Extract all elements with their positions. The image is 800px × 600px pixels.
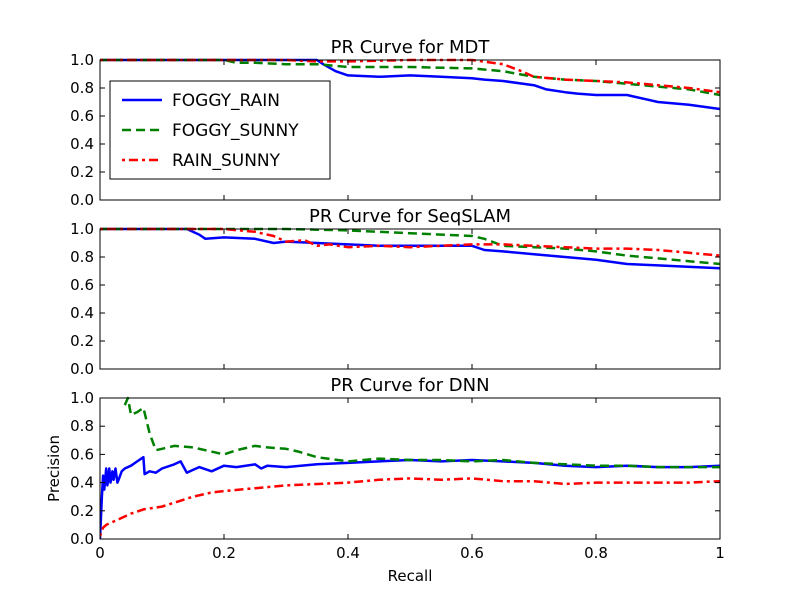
y-tick-label: 0.4 [70, 304, 94, 322]
panel-0: 0.0 0.2 0.4 0.6 0.8 1.0 PR Curve for MDT FOGGY_… [70, 37, 721, 209]
panels-layer: 0.0 0.2 0.4 0.6 0.8 1.0 PR Curve for MDT FOGGY_… [45, 37, 725, 585]
series-line-rain-sunny [100, 477, 720, 537]
series-line-rain-sunny [100, 227, 720, 257]
y-tick-label: 0.0 [70, 191, 94, 209]
y-axis-label: Precision [45, 435, 63, 502]
y-tick-label: 0.8 [70, 248, 94, 266]
series-line-rain-sunny [100, 58, 720, 94]
y-tick-label: 1.0 [70, 389, 94, 407]
legend-label: RAIN_SUNNY [172, 151, 281, 171]
legend: FOGGY_RAIN FOGGY_SUNNY RAIN_SUNNY [109, 80, 331, 180]
y-tick-label: 0.8 [70, 417, 94, 435]
legend-label: FOGGY_RAIN [172, 91, 280, 111]
series-line-foggy-sunny [100, 58, 720, 97]
series-line-foggy-rain [100, 58, 720, 111]
y-tick-label: 0.2 [70, 332, 94, 350]
series-line-foggy-sunny [100, 227, 720, 266]
y-tick-label: 0.0 [70, 530, 94, 548]
legend-box [109, 80, 331, 180]
y-tick-label: 0.6 [70, 107, 94, 125]
series-line-foggy-sunny [123, 396, 720, 469]
x-tick-label: 1 [715, 544, 725, 562]
axes-frame [99, 397, 721, 540]
y-tick-label: 0.2 [70, 502, 94, 520]
panel-title: PR Curve for MDT [331, 37, 491, 58]
y-tick-label: 0.2 [70, 163, 94, 181]
legend-label: FOGGY_SUNNY [172, 121, 299, 141]
series-line-foggy-rain [100, 455, 720, 539]
y-tick-label: 0.6 [70, 276, 94, 294]
y-tick-label: 0.0 [70, 360, 94, 378]
panel-2: 0.0 0.2 0.4 0.6 0.8 1.0 0 0.2 0.4 0.6 0.8 1 PR Curve… [45, 375, 725, 585]
y-tick-label: 0.4 [70, 135, 94, 153]
x-axis-label: Recall [388, 567, 433, 585]
panel-title: PR Curve for DNN [330, 375, 489, 396]
y-tick-label: 1.0 [70, 51, 94, 69]
x-tick-label: 0.4 [336, 544, 360, 562]
x-tick-label: 0.6 [460, 544, 484, 562]
y-tick-label: 0.6 [70, 445, 94, 463]
panel-1: 0.0 0.2 0.4 0.6 0.8 1.0 PR Curve for SeqSLAM [70, 206, 721, 378]
panel-title: PR Curve for SeqSLAM [309, 206, 511, 227]
y-tick-label: 0.4 [70, 474, 94, 492]
series-line-foggy-rain [100, 227, 720, 270]
y-tick-label: 1.0 [70, 220, 94, 238]
x-tick-label: 0.8 [584, 544, 608, 562]
y-tick-label: 0.8 [70, 79, 94, 97]
axes-frame [99, 59, 721, 201]
x-tick-label: 0.2 [212, 544, 236, 562]
axes-frame [99, 228, 721, 370]
x-tick-label: 0 [95, 544, 105, 562]
